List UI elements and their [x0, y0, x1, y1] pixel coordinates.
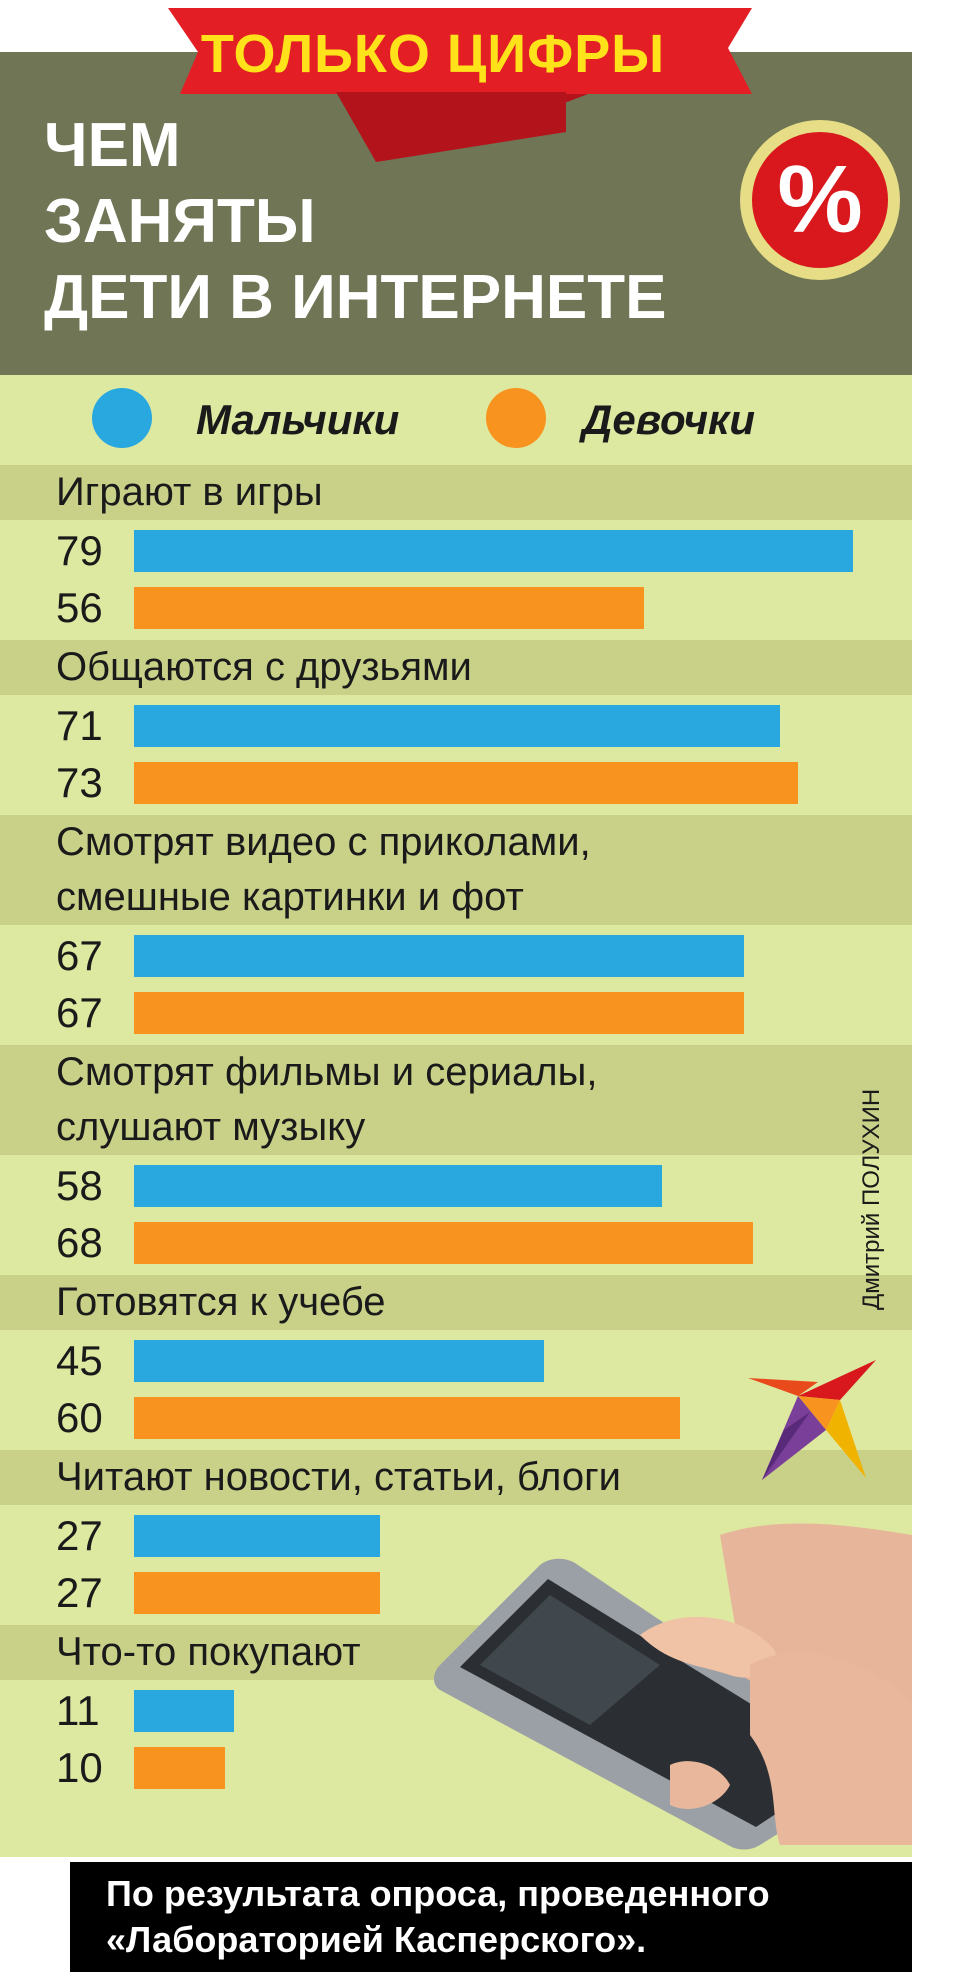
title-line: ЧЕМ [44, 111, 181, 180]
value-label: 27 [56, 1512, 103, 1559]
category-label: Смотрят фильмы и сериалы, [56, 1050, 598, 1094]
bar-girls [134, 992, 744, 1034]
legend-swatch-girls [486, 388, 546, 448]
category-label: Читают новости, статьи, блоги [56, 1455, 621, 1499]
value-label: 45 [56, 1337, 103, 1384]
value-label: 73 [56, 759, 103, 806]
value-label: 58 [56, 1162, 103, 1209]
bar-boys [134, 705, 780, 747]
percent-icon: % [752, 132, 888, 268]
value-label: 67 [56, 932, 103, 979]
bar-girls [134, 762, 798, 804]
photo-credit: Дмитрий ПОЛУХИН [858, 1088, 885, 1310]
bar-girls [134, 1222, 753, 1264]
value-label: 79 [56, 527, 103, 574]
bar-boys [134, 935, 744, 977]
bar-boys [134, 1515, 380, 1557]
category-band [0, 815, 912, 925]
category-band [0, 1275, 912, 1330]
bar-girls [134, 1397, 680, 1439]
category-label: Играют в игры [56, 470, 323, 514]
value-label: 27 [56, 1569, 103, 1616]
bar-girls [134, 1747, 225, 1789]
category-band [0, 1045, 912, 1155]
category-label: Что-то покупают [56, 1630, 361, 1674]
value-label: 71 [56, 702, 103, 749]
banner-tail [336, 92, 566, 162]
banner-title: ТОЛЬКО ЦИФРЫ [200, 24, 666, 84]
value-label: 67 [56, 989, 103, 1036]
category-label: Общаются с друзьями [56, 645, 472, 689]
title-line: ЗАНЯТЫ [44, 187, 316, 256]
category-label: слушают музыку [56, 1105, 366, 1149]
category-band [0, 465, 912, 520]
value-label: 60 [56, 1394, 103, 1441]
bar-boys [134, 530, 853, 572]
value-label: 68 [56, 1219, 103, 1266]
bar-girls [134, 1572, 380, 1614]
bar-girls [134, 587, 644, 629]
bar-boys [134, 1165, 662, 1207]
category-label: Готовятся к учебе [56, 1280, 386, 1324]
source-line: «Лабораторией Касперского». [106, 1919, 647, 1960]
bar-boys [134, 1690, 234, 1732]
page-title: ЧЕМ ЗАНЯТЫ ДЕТИ В ИНТЕРНЕТЕ [44, 108, 666, 336]
legend-label-boys: Мальчики [196, 396, 400, 443]
phone-hand-illustration [434, 1523, 912, 1850]
bird-logo-icon [748, 1360, 876, 1480]
source-line: По результата опроса, проведенного [106, 1873, 770, 1914]
category-label: Смотрят видео с приколами, [56, 820, 591, 864]
value-label: 10 [56, 1744, 103, 1791]
category-band [0, 640, 912, 695]
value-label: 56 [56, 584, 103, 631]
value-label: 11 [56, 1687, 100, 1734]
title-line: ДЕТИ В ИНТЕРНЕТЕ [44, 263, 667, 332]
legend-label-girls: Девочки [582, 396, 756, 443]
bar-boys [134, 1340, 544, 1382]
legend-swatch-boys [92, 388, 152, 448]
source-note: По результата опроса, проведенного «Лабо… [70, 1862, 912, 1972]
category-label: смешные картинки и фот [56, 875, 524, 919]
category-band [0, 1450, 912, 1505]
